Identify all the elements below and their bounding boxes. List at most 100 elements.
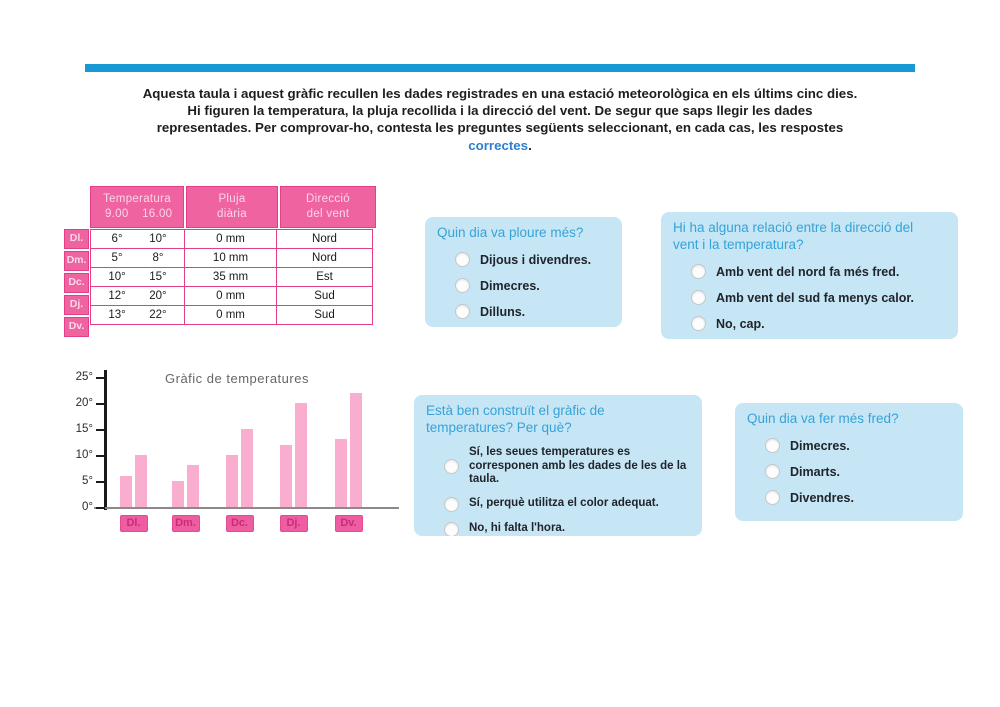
row-label: Dv. — [64, 317, 89, 337]
answer-option: Dilluns. — [455, 304, 610, 319]
answer-option: Divendres. — [765, 490, 951, 505]
y-axis-tick — [96, 377, 105, 379]
question-title: Quin dia va ploure més? — [437, 225, 584, 240]
cell-temperature: 6° 10° — [90, 229, 185, 249]
cell-wind: Est — [276, 267, 373, 287]
temperature-bar — [295, 403, 307, 507]
header-pluja: Pluja diària — [186, 186, 278, 228]
temp-9h: 5° — [111, 252, 123, 264]
answer-option: No, cap. — [691, 316, 946, 331]
table-header-row: Temperatura 9.00 16.00 Pluja diària Direc… — [90, 186, 376, 228]
cell-rain: 0 mm — [184, 305, 277, 325]
cell-temperature: 10° 15° — [90, 267, 185, 287]
temp-16h: 20° — [149, 290, 167, 302]
temp-16h: 10° — [149, 233, 167, 245]
temp-9h: 12° — [108, 290, 126, 302]
question-title: Està ben construït el gràfic de temperatu… — [426, 403, 605, 435]
radio-button[interactable] — [765, 438, 780, 453]
option-label[interactable]: Dimecres. — [790, 438, 850, 453]
table-row: 6° 10° 0 mm Nord — [90, 229, 373, 249]
intro-paragraph: Aquesta taula i aquest gràfic recullen l… — [85, 85, 915, 154]
header-direccio: Direcció del vent — [280, 186, 376, 228]
y-axis-label: 10° — [75, 449, 93, 461]
intro-line: representades. Per comprovar-ho, contest… — [156, 120, 844, 136]
temp-16h: 15° — [149, 271, 167, 283]
y-axis-label: 20° — [75, 397, 93, 409]
option-label[interactable]: Dijous i divendres. — [480, 252, 592, 267]
chart-day-label: Dj. — [279, 515, 308, 532]
radio-button[interactable] — [765, 464, 780, 479]
temperature-bar — [172, 481, 184, 507]
option-label[interactable]: Dimarts. — [790, 464, 841, 479]
temperature-chart: Gràfic de temperatures 0° 5° 10° 15° 20° 25° D… — [60, 368, 405, 548]
y-axis-label: 0° — [82, 501, 93, 513]
answer-option: No, hi falta l'hora. — [444, 521, 690, 536]
y-axis-label: 5° — [82, 475, 93, 487]
y-axis-tick — [96, 429, 105, 431]
y-axis-label: 15° — [75, 423, 93, 435]
cell-temperature: 12° 20° — [90, 286, 185, 306]
temp-16h: 8° — [152, 252, 164, 264]
table-row: 13° 22° 0 mm Sud — [90, 305, 373, 325]
cell-wind: Nord — [276, 248, 373, 268]
temperature-bar — [350, 392, 362, 507]
radio-button[interactable] — [444, 521, 459, 536]
chart-x-axis — [94, 507, 399, 509]
answer-option: Sí, les seues temperatures es correspone… — [444, 446, 690, 487]
cell-wind: Sud — [276, 305, 373, 325]
radio-button[interactable] — [444, 458, 459, 474]
table-row: 5° 8° 10 mm Nord — [90, 248, 373, 268]
cell-wind: Sud — [276, 286, 373, 306]
question-box-vent-temperatura: Hi ha alguna relació entre la direcció d… — [661, 212, 958, 339]
option-label[interactable]: Divendres. — [790, 490, 854, 505]
temp-9h: 13° — [108, 309, 126, 321]
weather-table: 6° 10° 0 mm Nord 5° 8° 10 mm Nord 10° 15° 35 mm Est… — [90, 229, 373, 325]
table-row-labels: Dl. Dm. Dc. Dj. Dv. — [64, 229, 89, 339]
option-label[interactable]: Sí, les seues temperatures es correspone… — [469, 446, 687, 485]
intro-line: Hi figuren la temperatura, la pluja reco… — [187, 103, 813, 119]
answer-option: Dimecres. — [455, 278, 610, 293]
cell-rain: 0 mm — [184, 286, 277, 306]
cell-temperature: 5° 8° — [90, 248, 185, 268]
top-accent-bar — [85, 64, 915, 72]
radio-button[interactable] — [455, 304, 470, 319]
option-label[interactable]: Dilluns. — [480, 304, 526, 319]
row-label: Dc. — [64, 273, 89, 293]
radio-button[interactable] — [691, 316, 706, 331]
y-axis-tick — [96, 507, 105, 509]
chart-day-label: Dm. — [171, 515, 200, 532]
option-label[interactable]: No, cap. — [716, 316, 765, 331]
row-label: Dm. — [64, 251, 89, 271]
temp-9h: 6° — [111, 233, 123, 245]
cell-rain: 10 mm — [184, 248, 277, 268]
intro-suffix: . — [528, 137, 532, 153]
radio-button[interactable] — [691, 290, 706, 305]
option-label[interactable]: No, hi falta l'hora. — [469, 522, 566, 535]
chart-day-label: Dv. — [334, 515, 363, 532]
temp-16h: 22° — [149, 309, 167, 321]
radio-button[interactable] — [765, 490, 780, 505]
temperature-bar — [187, 465, 199, 507]
radio-button[interactable] — [444, 496, 459, 512]
answer-option: Dimecres. — [765, 438, 951, 453]
cell-temperature: 13° 22° — [90, 305, 185, 325]
cell-wind: Nord — [276, 229, 373, 249]
chart-y-axis — [104, 370, 107, 510]
temperature-bar — [241, 429, 253, 507]
temperature-bar — [135, 455, 147, 507]
option-label[interactable]: Sí, perquè utilitza el color adequat. — [469, 497, 659, 510]
option-label[interactable]: Dimecres. — [480, 278, 540, 293]
option-label[interactable]: Amb vent del sud fa menys calor. — [716, 290, 914, 305]
question-title: Hi ha alguna relació entre la direcció d… — [673, 220, 914, 252]
answer-option: Dijous i divendres. — [455, 252, 610, 267]
option-label[interactable]: Amb vent del nord fa més fred. — [716, 264, 900, 279]
temperature-bar — [120, 475, 132, 507]
radio-button[interactable] — [691, 264, 706, 279]
answer-option: Amb vent del sud fa menys calor. — [691, 290, 946, 305]
table-row: 10° 15° 35 mm Est — [90, 267, 373, 287]
radio-button[interactable] — [455, 278, 470, 293]
chart-day-label: Dc. — [225, 515, 254, 532]
radio-button[interactable] — [455, 252, 470, 267]
temperature-bar — [280, 444, 292, 507]
